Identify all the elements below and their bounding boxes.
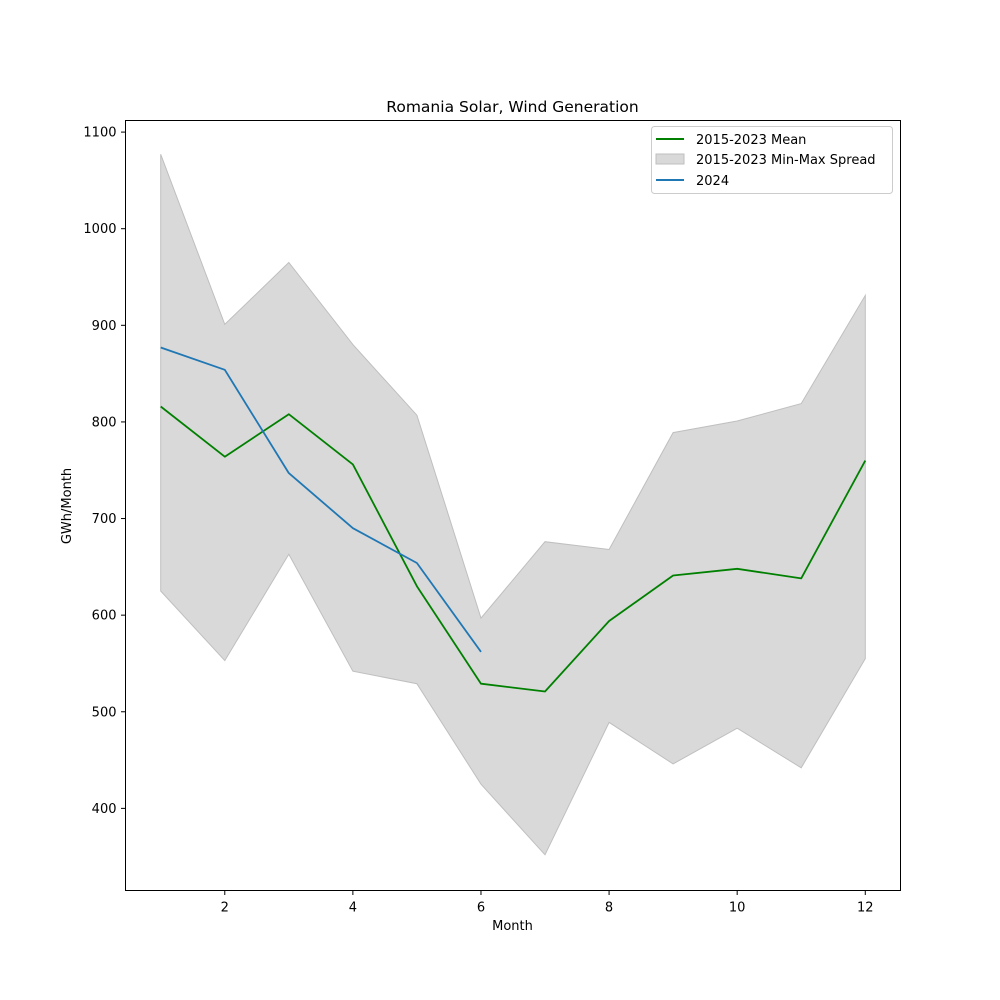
series-line-2024 <box>160 346 482 653</box>
x-tick-label: 2 <box>221 901 229 916</box>
legend-label-2024: 2024 <box>696 174 729 189</box>
series-band-min-max-spread <box>160 154 866 856</box>
x-tick-label: 4 <box>349 901 357 916</box>
y-axis: 400 500 600 700 800 900 1000 1100 <box>83 126 126 817</box>
x-tick-label: 8 <box>605 901 613 916</box>
x-tick-label: 10 <box>729 901 746 916</box>
y-tick-label: 800 <box>92 415 117 430</box>
plot-frame <box>125 120 901 891</box>
y-tick-label: 1100 <box>83 126 116 141</box>
x-tick-label: 12 <box>857 901 874 916</box>
x-tick-label: 6 <box>477 901 485 916</box>
legend-frame <box>651 126 893 194</box>
legend-swatch-spread <box>655 153 685 165</box>
y-tick-label: 700 <box>92 512 117 527</box>
y-axis-label: GWh/Month <box>60 468 75 544</box>
series-line-mean <box>160 405 867 693</box>
plot-area <box>160 154 867 856</box>
y-tick-label: 600 <box>92 609 117 624</box>
legend-label-mean: 2015-2023 Mean <box>696 133 806 148</box>
y-tick-label: 500 <box>92 705 117 720</box>
y-tick-label: 400 <box>92 802 117 817</box>
legend-label-spread: 2015-2023 Min-Max Spread <box>696 153 876 168</box>
chart-title: Romania Solar, Wind Generation <box>386 98 638 116</box>
legend: 2015-2023 Mean 2015-2023 Min-Max Spread … <box>651 126 893 194</box>
x-axis-label: Month <box>492 919 533 934</box>
y-tick-label: 900 <box>92 319 117 334</box>
y-tick-label: 1000 <box>83 222 116 237</box>
x-axis: 2 4 6 8 10 12 <box>221 890 874 916</box>
